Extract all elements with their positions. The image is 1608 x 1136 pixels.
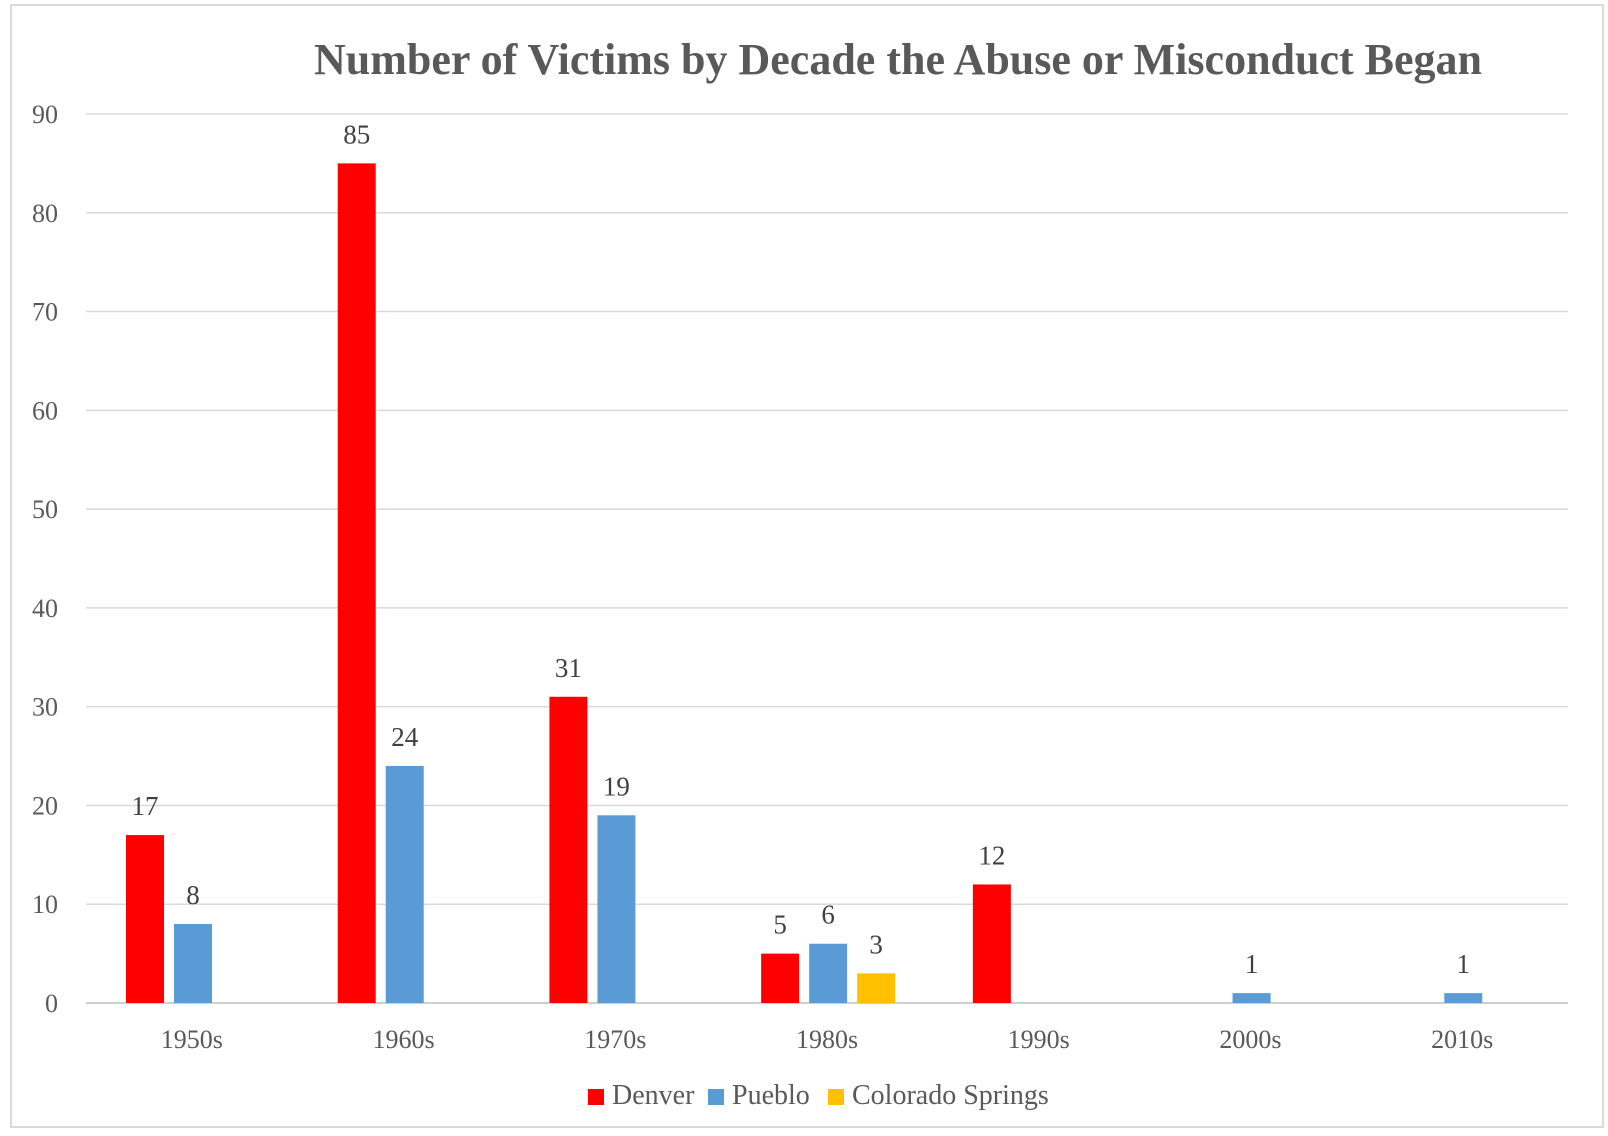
y-tick-label: 90 (32, 100, 58, 129)
legend-swatch-denver (588, 1089, 604, 1105)
bar-pueblo-1950s (174, 923, 212, 1003)
x-tick-label-1960s: 1960s (373, 1025, 435, 1054)
bar-colorado-springs-1980s (857, 973, 896, 1003)
y-tick-label: 30 (32, 693, 58, 722)
y-tick-label: 20 (32, 791, 58, 820)
x-tick-label-2010s: 2010s (1431, 1025, 1493, 1054)
data-label-pueblo-2010s: 1 (1457, 949, 1471, 979)
bar-denver-1950s (126, 835, 164, 1003)
data-label-denver-1980s: 5 (773, 910, 787, 940)
bar-denver-1960s (337, 163, 376, 1003)
data-label-pueblo-1980s: 6 (821, 900, 835, 930)
y-axis-ticks: 0 10 20 30 40 50 60 70 80 90 (32, 100, 58, 1018)
y-tick-label: 50 (32, 495, 58, 524)
bar-denver-1990s (972, 884, 1011, 1003)
legend: Denver Pueblo Colorado Springs (588, 1080, 1049, 1111)
data-label-denver-1970s: 31 (555, 653, 582, 683)
bar-pueblo-2010s (1444, 993, 1483, 1003)
data-label-denver-1960s: 85 (343, 119, 370, 149)
y-tick-label: 0 (45, 989, 58, 1018)
y-tick-label: 60 (32, 396, 58, 425)
data-label-pueblo-1950s: 8 (186, 880, 200, 910)
data-label-denver-1990s: 12 (978, 840, 1005, 870)
y-tick-label: 40 (32, 594, 58, 623)
legend-label-pueblo: Pueblo (732, 1080, 810, 1111)
legend-swatch-colorado-springs (828, 1089, 844, 1105)
bar-pueblo-1970s (597, 815, 636, 1003)
legend-swatch-pueblo (708, 1089, 724, 1105)
data-label-pueblo-1960s: 24 (391, 722, 419, 752)
y-tick-label: 10 (32, 890, 58, 919)
bar-pueblo-1960s (385, 765, 424, 1003)
data-label-colorado-springs-1980s: 3 (869, 929, 883, 959)
y-tick-label: 80 (32, 199, 58, 228)
data-label-pueblo-2000s: 1 (1245, 949, 1259, 979)
x-tick-label-1980s: 1980s (796, 1025, 858, 1054)
x-tick-label-1990s: 1990s (1008, 1025, 1070, 1054)
data-label-pueblo-1970s: 19 (603, 771, 630, 801)
x-tick-label-2000s: 2000s (1219, 1025, 1281, 1054)
legend-label-denver: Denver (612, 1080, 695, 1111)
data-label-denver-1950s: 17 (132, 791, 159, 821)
y-tick-label: 70 (32, 298, 58, 327)
chart-frame (10, 4, 1604, 1128)
bars (126, 163, 1483, 1003)
gridlines (86, 113, 1568, 1004)
x-tick-label-1970s: 1970s (584, 1025, 646, 1054)
chart-title: Number of Victims by Decade the Abuse or… (314, 35, 1482, 84)
x-axis-ticks: 1950s 1960s 1970s 1980s 1990s 2000s 2010s (161, 1025, 1493, 1054)
bar-pueblo-2000s (1232, 993, 1271, 1003)
bar-denver-1980s (761, 953, 800, 1003)
data-labels: 17 8 85 24 31 19 5 6 3 12 1 1 (132, 119, 1471, 979)
bar-denver-1970s (549, 696, 588, 1003)
bar-pueblo-1980s (809, 943, 848, 1003)
x-tick-label-1950s: 1950s (161, 1025, 223, 1054)
legend-label-colorado-springs: Colorado Springs (852, 1080, 1049, 1111)
